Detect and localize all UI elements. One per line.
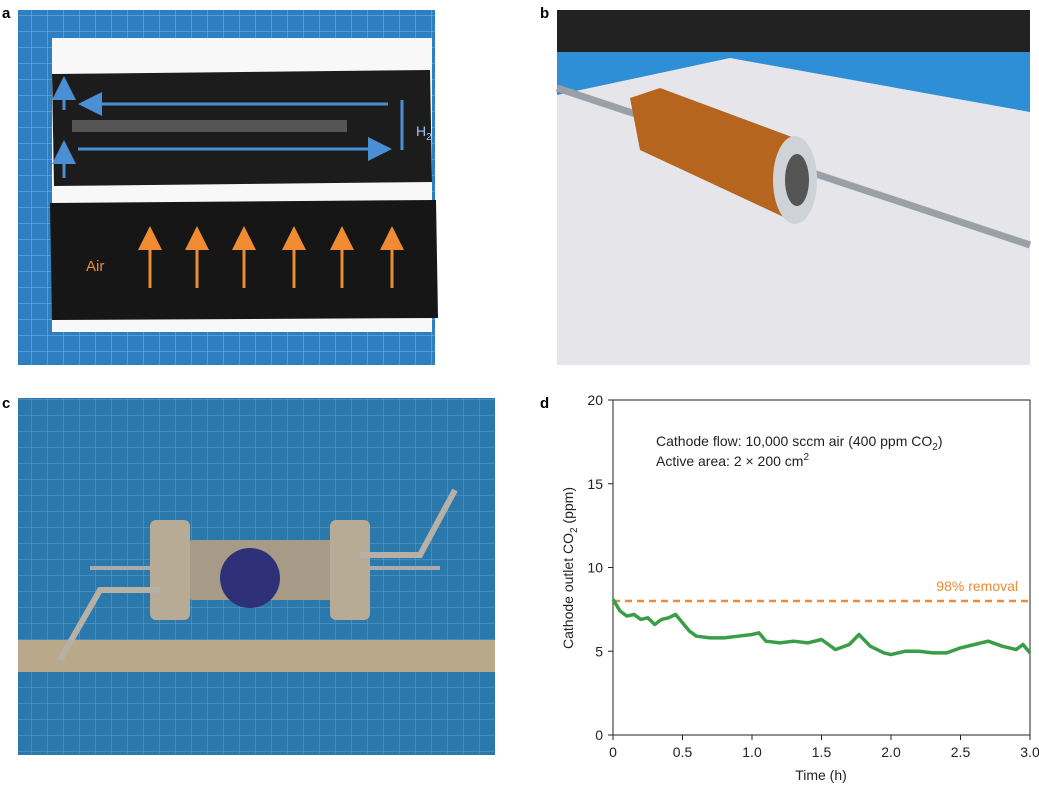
y-tick-label: 5 [595, 643, 603, 659]
x-tick-label: 2.0 [881, 744, 901, 760]
x-axis-label: Time (h) [795, 767, 847, 783]
y-tick-label: 15 [587, 476, 603, 492]
y-tick-label: 20 [587, 392, 603, 408]
h2-label: H2 [416, 123, 432, 143]
h2-main: H [416, 123, 426, 139]
annotation: Cathode flow: 10,000 sccm air (400 ppm C… [656, 433, 942, 453]
x-tick-label: 3.0 [1020, 744, 1039, 760]
photo-a: Air H2 [18, 10, 438, 365]
annotation: Active area: 2 × 200 cm2 [656, 452, 809, 469]
x-tick-label: 0 [609, 744, 617, 760]
plot-frame [612, 399, 1031, 736]
data-line [611, 598, 1032, 657]
x-tick-label: 1.5 [812, 744, 832, 760]
panel-label: d [540, 395, 549, 412]
photo-b [555, 10, 1032, 365]
panel-label: b [540, 5, 549, 22]
x-tick-label: 1.0 [742, 744, 762, 760]
reference-label: 98% removal [936, 578, 1018, 594]
y-tick-label: 0 [595, 727, 603, 743]
x-tick-label: 2.5 [951, 744, 971, 760]
photo-c [18, 398, 495, 755]
y-label-part: Cathode outlet CO [560, 533, 576, 649]
chart: Cathode flow: 10,000 sccm air (400 ppm C… [560, 392, 1039, 783]
annotation-sup: 2 [803, 452, 809, 463]
h2-sub: 2 [426, 132, 432, 143]
annotation-part: Active area: 2 × 200 cm [656, 453, 803, 469]
y-axis-label: Cathode outlet CO2 (ppm) [560, 487, 580, 649]
panel-label: c [2, 395, 10, 412]
y-tick-label: 10 [587, 560, 603, 576]
x-tick-label: 0.5 [673, 744, 693, 760]
air-label: Air [86, 258, 104, 275]
y-label-sub: 2 [569, 527, 580, 533]
annotation-part: ) [938, 433, 943, 449]
y-label-part: (ppm) [560, 487, 576, 527]
panel-label: a [2, 5, 11, 22]
annotation-part: Cathode flow: 10,000 sccm air (400 ppm C… [656, 433, 932, 449]
annotation-sub: 2 [932, 442, 938, 453]
